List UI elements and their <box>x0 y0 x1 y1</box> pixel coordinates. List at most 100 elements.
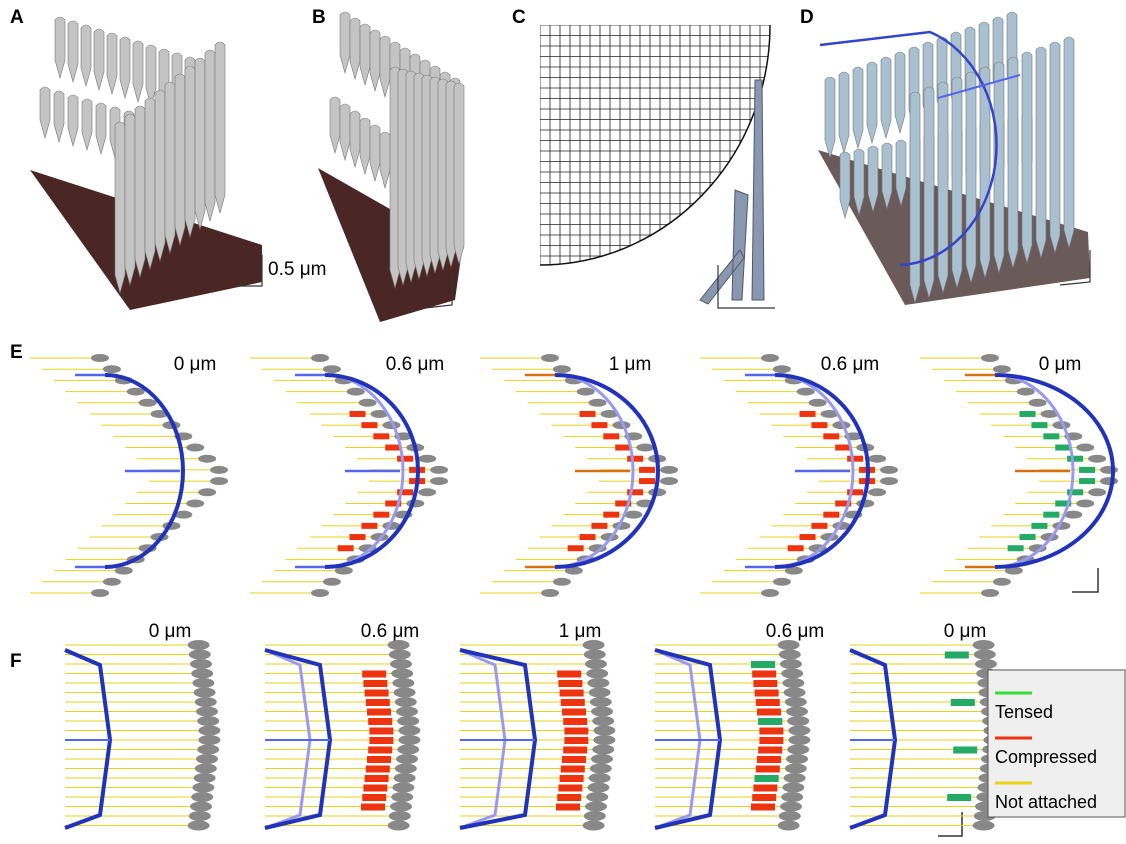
rod <box>360 118 370 174</box>
cone <box>394 688 416 698</box>
bar <box>757 709 781 716</box>
cone <box>189 811 211 821</box>
bar <box>350 411 366 417</box>
rod <box>1050 42 1060 253</box>
rod <box>175 74 185 245</box>
bar <box>557 794 581 801</box>
cone <box>391 669 413 679</box>
rod <box>867 62 877 143</box>
bar <box>561 699 585 706</box>
bar <box>752 794 776 801</box>
bar <box>603 433 619 439</box>
rod <box>853 67 863 148</box>
cone <box>390 802 412 812</box>
cone <box>359 399 377 407</box>
bar <box>564 737 588 744</box>
cone <box>993 578 1011 586</box>
bar <box>560 775 584 782</box>
bar <box>1043 433 1059 439</box>
cone <box>773 578 791 586</box>
cone <box>196 707 218 717</box>
bar <box>945 652 969 659</box>
rod <box>145 98 155 269</box>
cone <box>323 578 341 586</box>
bar <box>755 690 779 697</box>
cone <box>198 735 220 745</box>
cone <box>784 773 806 783</box>
cone <box>586 792 608 802</box>
bar <box>847 456 863 462</box>
cone <box>198 726 220 736</box>
cone <box>553 578 571 586</box>
cone <box>587 783 609 793</box>
bar <box>562 709 586 716</box>
cone <box>761 589 779 597</box>
cone <box>396 707 418 717</box>
rod <box>115 122 125 293</box>
cone <box>660 466 678 474</box>
panel-label: C <box>512 7 526 28</box>
displacement-label: 1 μm <box>559 621 602 642</box>
cone <box>192 678 214 688</box>
rod <box>330 97 340 153</box>
rod <box>895 52 905 133</box>
bar <box>367 709 391 716</box>
bar <box>373 433 389 439</box>
cone <box>210 466 228 474</box>
cone <box>197 716 219 726</box>
rod <box>215 42 225 213</box>
cone <box>398 735 420 745</box>
bar <box>369 737 393 744</box>
cone <box>392 678 414 688</box>
scale-label: 0.5 μm <box>268 259 326 280</box>
bar <box>627 456 643 462</box>
bar <box>603 512 619 518</box>
rod <box>1008 57 1018 268</box>
bar <box>591 523 607 529</box>
rod <box>370 30 380 91</box>
bar <box>1067 456 1083 462</box>
scale-bar <box>1072 568 1098 592</box>
cone <box>395 764 417 774</box>
rod <box>952 77 962 288</box>
cone <box>785 697 807 707</box>
bar <box>758 718 782 725</box>
cone <box>1100 477 1118 485</box>
cone <box>974 650 996 660</box>
rod <box>1064 37 1074 248</box>
cone <box>780 802 802 812</box>
cone <box>993 365 1011 373</box>
rod <box>938 82 948 293</box>
cone <box>779 811 801 821</box>
rod <box>924 87 934 298</box>
cone <box>973 821 995 831</box>
bar <box>759 737 783 744</box>
displacement-label: 0 μm <box>944 621 987 642</box>
cone <box>395 697 417 707</box>
bar <box>563 718 587 725</box>
bar <box>365 690 389 697</box>
cone <box>781 669 803 679</box>
bar <box>1020 411 1036 417</box>
bar <box>951 699 975 706</box>
cone <box>198 455 216 463</box>
bar <box>757 756 781 763</box>
rod <box>380 36 390 97</box>
bar <box>811 422 827 428</box>
cone <box>389 811 411 821</box>
bar <box>751 661 775 668</box>
bar <box>568 545 584 551</box>
bar <box>811 523 827 529</box>
bar <box>591 422 607 428</box>
bar <box>752 671 776 678</box>
cone <box>591 707 613 717</box>
rod <box>350 111 360 167</box>
cone <box>584 811 606 821</box>
bar <box>759 728 783 735</box>
cone <box>589 773 611 783</box>
cone <box>430 466 448 474</box>
cone <box>394 773 416 783</box>
legend-label: Not attached <box>995 792 1097 812</box>
rod <box>55 17 65 78</box>
cone <box>593 735 615 745</box>
